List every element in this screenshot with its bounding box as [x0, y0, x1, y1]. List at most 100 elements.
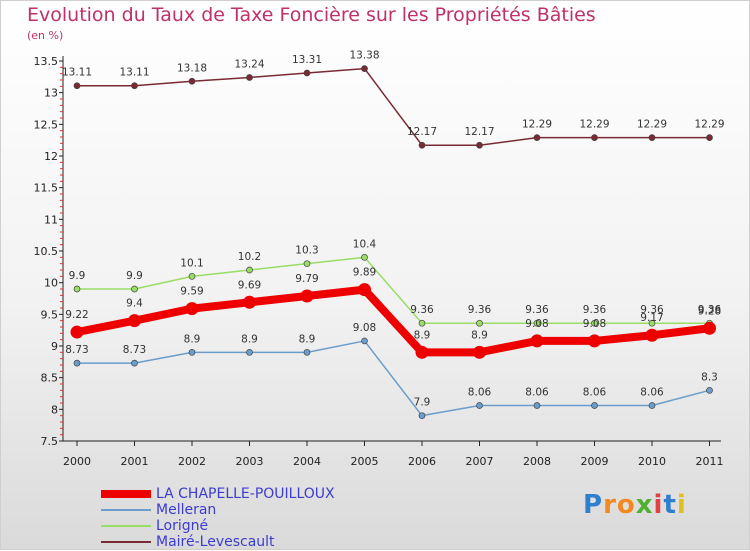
data-label: 10.4 [353, 238, 377, 250]
data-point [533, 319, 541, 327]
x-tick-label: 2003 [236, 455, 264, 468]
series-line-2 [77, 256, 710, 324]
data-point [303, 260, 311, 268]
series-line-3 [77, 67, 710, 146]
data-label: 12.29 [637, 119, 667, 131]
data-label: 8.9 [184, 333, 201, 345]
data-label: 9.08 [353, 322, 376, 334]
data-label: 9.36 [698, 304, 722, 316]
data-point [473, 345, 486, 359]
data-point [476, 141, 483, 149]
data-point [533, 134, 541, 141]
x-tick-label: 2001 [121, 455, 149, 468]
data-point [246, 74, 253, 81]
data-point [243, 295, 256, 309]
legend-label: Mairé-Levescault [156, 534, 275, 550]
x-tick-label: 2004 [293, 455, 321, 468]
logo-letter: t [663, 490, 677, 520]
data-point [188, 272, 196, 280]
data-point [415, 345, 429, 359]
data-point [648, 319, 656, 327]
data-label: 9.36 [410, 304, 434, 316]
x-tick-label: 2008 [523, 455, 551, 468]
data-point [361, 253, 368, 261]
data-point [418, 412, 426, 420]
data-label: 8.06 [640, 387, 664, 399]
data-label: 12.29 [522, 119, 552, 131]
data-label: 8.06 [525, 387, 549, 399]
data-point [648, 402, 656, 409]
y-tick-label: 7.5 [41, 435, 59, 448]
data-point [303, 348, 311, 356]
data-point [361, 337, 368, 345]
x-tick-label: 2011 [696, 455, 724, 468]
data-point [533, 402, 541, 409]
legend-label: LA CHAPELLE-POUILLOUX [156, 486, 335, 502]
legend-label: Melleran [156, 502, 217, 518]
data-label: 9.36 [583, 304, 607, 316]
data-label: 13.31 [292, 54, 322, 66]
legend-label: Lorigné [156, 518, 209, 534]
series-line-1 [77, 340, 710, 417]
data-label: 10.2 [238, 251, 261, 263]
data-label: 12.17 [464, 126, 494, 138]
data-label: 13.24 [234, 58, 264, 70]
data-point [591, 134, 598, 141]
data-point [128, 314, 141, 328]
legend-item: Melleran [101, 502, 335, 518]
series-line-0 [76, 285, 710, 357]
data-label: 8.9 [241, 333, 258, 345]
logo-letter: P [583, 490, 604, 520]
chart-title: Evolution du Taux de Taxe Foncière sur l… [27, 4, 596, 26]
data-point [361, 65, 368, 72]
data-point [73, 285, 81, 293]
data-label: 9.9 [126, 270, 143, 282]
data-point [246, 348, 253, 356]
data-label: 13.18 [177, 62, 207, 74]
data-label: 13.38 [349, 50, 379, 62]
data-point [591, 402, 598, 409]
data-label: 9.59 [180, 286, 203, 298]
y-tick-label: 10 [44, 277, 58, 290]
x-tick-label: 2010 [638, 455, 666, 468]
data-label: 9.89 [353, 267, 376, 279]
data-label: 13.11 [119, 67, 149, 79]
legend-item: Mairé-Levescault [101, 534, 335, 550]
legend-swatch [101, 541, 151, 543]
data-point [185, 302, 199, 316]
y-tick-label: 8 [51, 403, 58, 416]
y-tick-label: 9 [51, 340, 58, 353]
data-label: 9.9 [69, 270, 86, 282]
data-label: 12.17 [407, 126, 437, 138]
data-point [476, 319, 483, 327]
logo-letter: r [603, 490, 617, 520]
logo-letter: x [635, 490, 654, 520]
data-point [418, 141, 426, 149]
logo-letter: i [676, 490, 687, 520]
data-label: 8.9 [471, 329, 488, 341]
legend-item: LA CHAPELLE-POUILLOUX [101, 486, 335, 502]
data-label: 12.29 [694, 119, 724, 131]
data-label: 8.73 [123, 344, 146, 356]
data-point [418, 319, 426, 327]
y-tick-label: 11 [44, 213, 58, 226]
data-point [131, 82, 138, 90]
data-point [645, 328, 659, 342]
legend-item: Lorigné [101, 518, 335, 534]
data-label: 9.69 [238, 279, 261, 291]
data-point [530, 334, 544, 348]
y-tick-label: 13 [44, 87, 58, 100]
x-tick-label: 2009 [581, 455, 609, 468]
x-tick-label: 2007 [466, 455, 494, 468]
data-label: 9.4 [126, 298, 143, 310]
y-tick-label: 9.5 [41, 308, 59, 321]
data-label: 10.1 [180, 257, 203, 269]
y-tick-label: 8.5 [41, 372, 59, 385]
chart-subtitle: (en %) [27, 29, 64, 42]
y-tick-label: 11.5 [34, 182, 59, 195]
data-label: 9.36 [640, 304, 664, 316]
legend: LA CHAPELLE-POUILLOUX Melleran Lorigné Mair… [101, 486, 335, 550]
y-tick-label: 12 [44, 150, 58, 163]
